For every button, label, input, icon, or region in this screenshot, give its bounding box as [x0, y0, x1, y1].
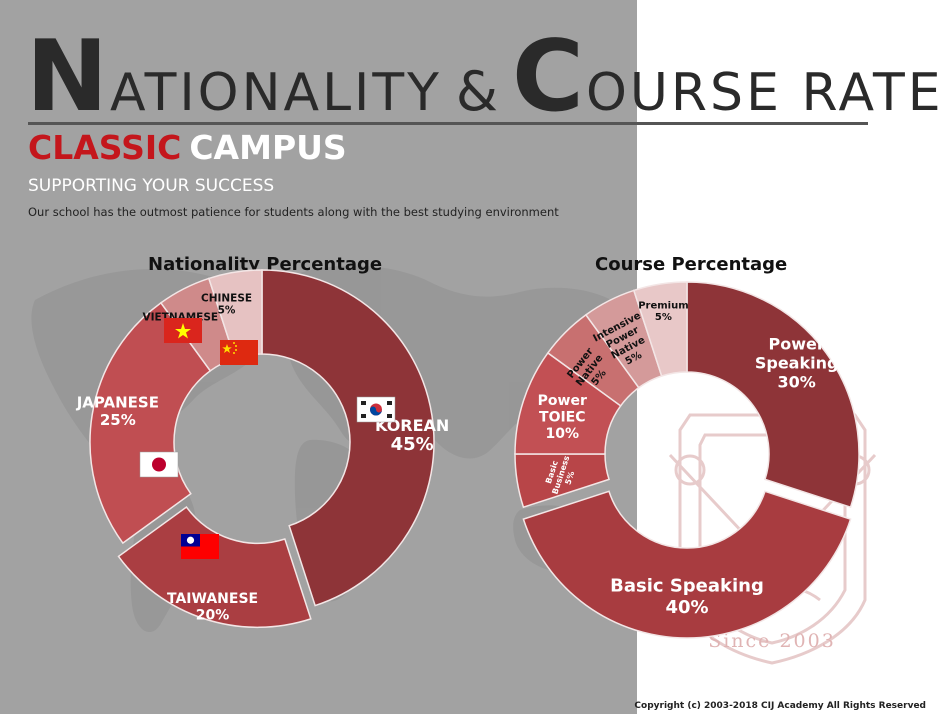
nationality-slice-chinese-value: 5% — [218, 305, 236, 317]
course-slice-basic-speaking-label: Basic Speaking — [610, 576, 764, 597]
title-word-nationality: ATIONALITY — [110, 63, 442, 123]
classic-label: CLASSIC — [28, 128, 182, 167]
nationality-chart-title: Nationality Percentage — [148, 254, 383, 275]
copyright-text: Copyright (c) 2003-2018 CIJ Academy All … — [634, 701, 926, 711]
course-slice-power-toiec-label: Power — [538, 393, 587, 409]
china-flag — [220, 340, 258, 365]
course-slice-power-speaking-label: Speaking — [755, 353, 839, 372]
course-slice-premium — [632, 281, 688, 377]
nationality-slice-chinese-label: CHINESE — [201, 292, 252, 304]
south-korea-flag — [356, 396, 396, 423]
campus-heading: CLASSIC CAMPUS — [28, 128, 347, 167]
nationality-slice-japanese — [89, 301, 212, 545]
tagline: SUPPORTING YOUR SUCCESS — [28, 176, 275, 196]
campus-label: CAMPUS — [189, 128, 347, 167]
course-slice-power-speaking — [686, 281, 860, 509]
course-chart-title: Course Percentage — [595, 254, 788, 275]
nationality-slice-taiwanese-value: 20% — [196, 607, 230, 623]
nationality-slice-japanese-label: JAPANESE — [76, 393, 159, 411]
nationality-slice-japanese-value: 25% — [100, 411, 136, 429]
course-slice-premium-label: Premium — [638, 300, 688, 311]
nationality-slice-taiwanese-label: TAIWANESE — [167, 591, 258, 607]
japan-flag — [139, 451, 179, 478]
course-slice-basic-speaking — [522, 490, 852, 639]
emblem-since-text: Since 2003 — [708, 630, 836, 652]
title-ampersand: & — [455, 60, 499, 123]
title-initial-c: C — [512, 20, 586, 134]
course-slice-power-toiec-label: TOIEC — [539, 409, 586, 425]
course-slice-power-speaking-value: 30% — [777, 372, 815, 391]
title-initial-n: N — [26, 20, 111, 134]
course-slice-premium-value: 5% — [655, 312, 672, 323]
course-slice-power-speaking-label: Power — [769, 335, 825, 354]
main-title: NATIONALITY & COURSE RATE — [26, 28, 942, 126]
taiwan-flag — [181, 534, 219, 559]
course-slice-basic-business-value: 5% — [564, 470, 577, 486]
nationality-slice-taiwanese — [117, 505, 312, 629]
course-slice-basic-speaking-value: 40% — [665, 597, 708, 618]
nationality-slice-korean-value: 45% — [391, 434, 434, 455]
title-underline — [28, 122, 868, 125]
description: Our school has the outmost patience for … — [28, 205, 559, 219]
vietnam-flag — [164, 318, 202, 343]
nationality-slice-korean — [261, 269, 435, 607]
course-slice-power-toiec-value: 10% — [546, 426, 580, 442]
title-word-course-rate: OURSE RATE — [585, 63, 942, 123]
